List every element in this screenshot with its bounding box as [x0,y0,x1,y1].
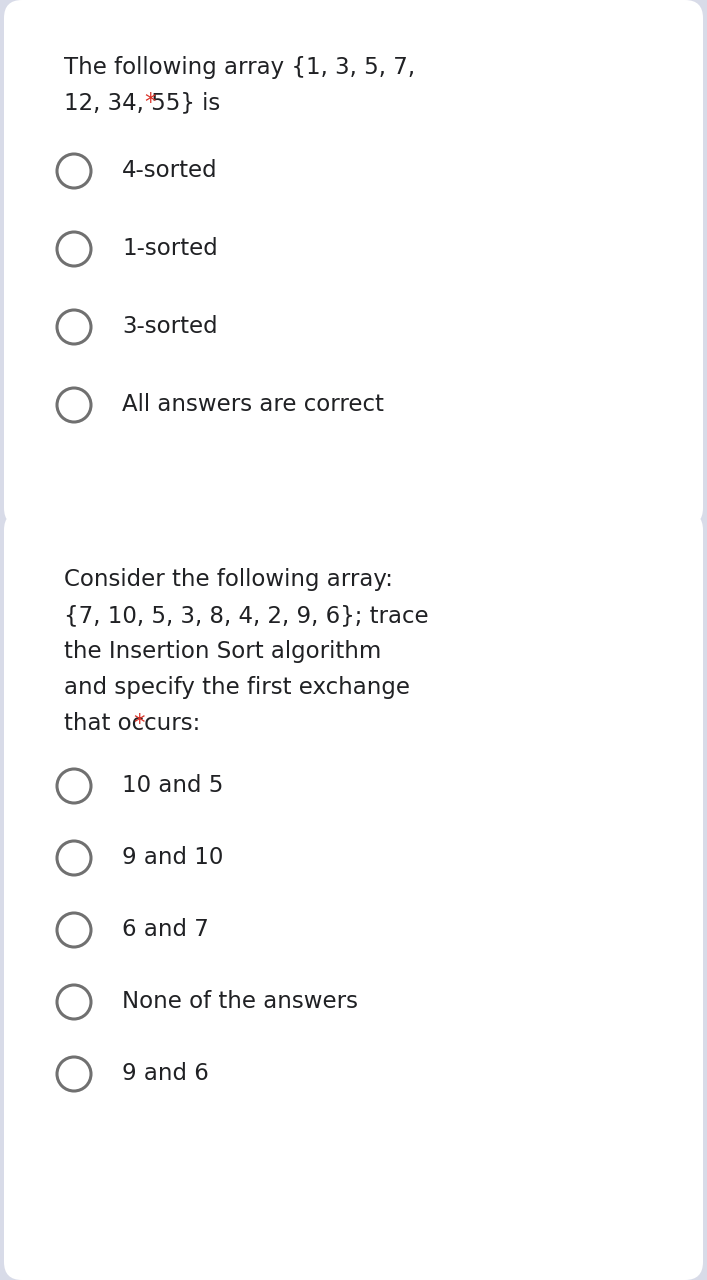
Text: The following array {1, 3, 5, 7,: The following array {1, 3, 5, 7, [64,56,415,79]
Text: None of the answers: None of the answers [122,989,358,1012]
Text: and specify the first exchange: and specify the first exchange [64,676,410,699]
Text: 6 and 7: 6 and 7 [122,918,209,941]
Text: *: * [144,91,156,114]
Text: Consider the following array:: Consider the following array: [64,568,393,591]
Text: 3-sorted: 3-sorted [122,315,218,338]
Text: 9 and 10: 9 and 10 [122,846,223,869]
Text: 10 and 5: 10 and 5 [122,774,223,797]
Text: 9 and 6: 9 and 6 [122,1062,209,1085]
Text: the Insertion Sort algorithm: the Insertion Sort algorithm [64,640,381,663]
FancyBboxPatch shape [4,512,703,1280]
Text: All answers are correct: All answers are correct [122,393,384,416]
Text: that occurs:: that occurs: [64,712,207,735]
Text: 1-sorted: 1-sorted [122,237,218,260]
Text: 12, 34, 55} is: 12, 34, 55} is [64,91,228,114]
Text: 4-sorted: 4-sorted [122,159,218,182]
FancyBboxPatch shape [4,0,703,526]
Text: *: * [133,712,145,735]
Text: {7, 10, 5, 3, 8, 4, 2, 9, 6}; trace: {7, 10, 5, 3, 8, 4, 2, 9, 6}; trace [64,604,428,627]
